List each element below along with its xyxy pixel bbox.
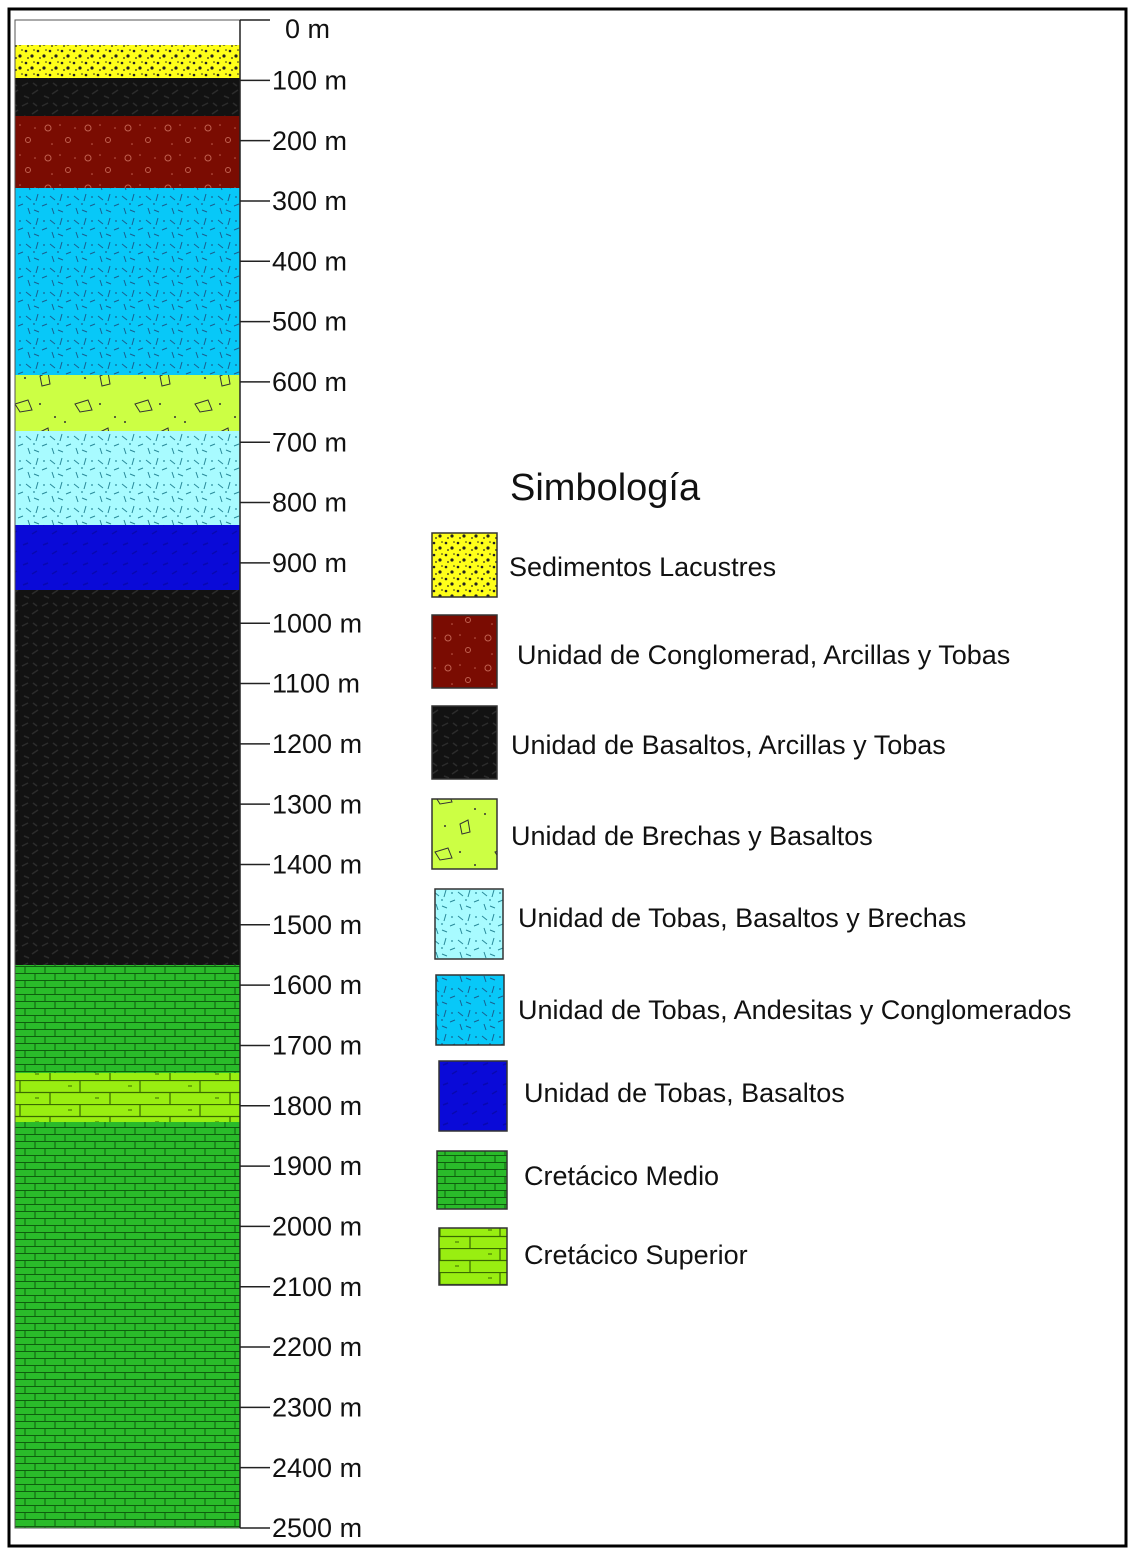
layer	[15, 965, 240, 1073]
layer	[15, 116, 240, 188]
legend-swatch	[437, 1151, 507, 1209]
layer	[15, 20, 240, 45]
stratigraphic-column: Simbología 0 m 100 m 200 m 300 m 400 m 500 m 6…	[0, 0, 1129, 1549]
legend-swatch	[439, 1228, 507, 1285]
legend-label: Unidad de Conglomerad, Arcillas y Tobas	[517, 640, 1010, 670]
depth-label: 2000 m	[272, 1212, 362, 1242]
depth-label: 400 m	[272, 246, 347, 276]
legend-swatch	[432, 706, 497, 779]
legend-swatch	[432, 615, 497, 688]
legend-label: Unidad de Tobas, Basaltos	[524, 1078, 845, 1108]
depth-label: 1200 m	[272, 729, 362, 759]
depth-label: 1900 m	[272, 1151, 362, 1181]
layer	[15, 188, 240, 375]
column	[15, 20, 240, 1528]
layer	[15, 45, 240, 78]
layer	[15, 1073, 240, 1122]
depth-label: 1000 m	[272, 608, 362, 638]
depth-label: 1400 m	[272, 850, 362, 880]
depth-label: 900 m	[272, 548, 347, 578]
depth-label: 2500 m	[272, 1513, 362, 1543]
depth-label: 200 m	[272, 126, 347, 156]
layer	[15, 78, 240, 116]
legend-swatch	[432, 799, 497, 869]
depth-label: 100 m	[272, 65, 347, 95]
depth-label: 1100 m	[272, 669, 360, 699]
legend-label: Unidad de Tobas, Basaltos y Brechas	[518, 903, 966, 933]
depth-label: 500 m	[272, 307, 347, 337]
legend-label: Cretácico Superior	[524, 1240, 748, 1270]
depth-label: 800 m	[272, 488, 347, 518]
layer	[15, 525, 240, 590]
depth-label: 2100 m	[272, 1272, 362, 1302]
depth-label: 2200 m	[272, 1332, 362, 1362]
legend-swatch	[435, 889, 503, 959]
depth-label: 1800 m	[272, 1091, 362, 1121]
depth-label: 2400 m	[272, 1453, 362, 1483]
layer	[15, 431, 240, 525]
legend-label: Unidad de Basaltos, Arcillas y Tobas	[511, 730, 946, 760]
legend-swatch	[439, 1061, 507, 1131]
depth-label: 1500 m	[272, 910, 362, 940]
depth-label: 300 m	[272, 186, 347, 216]
depth-label: 1600 m	[272, 970, 362, 1000]
legend-label: Unidad de Brechas y Basaltos	[511, 821, 873, 851]
layer	[15, 375, 240, 431]
layer	[15, 590, 240, 965]
legend-title: Simbología	[510, 467, 701, 509]
legend-swatch	[432, 533, 497, 597]
layer	[15, 1122, 240, 1528]
depth-label: 2300 m	[272, 1392, 362, 1422]
legend-swatch	[436, 975, 504, 1045]
depth-label: 700 m	[272, 427, 347, 457]
depth-label: 1300 m	[272, 789, 362, 819]
page: Simbología 0 m 100 m 200 m 300 m 400 m 500 m 6…	[0, 0, 1129, 1554]
legend-label: Sedimentos Lacustres	[509, 552, 776, 582]
depth-label: 1700 m	[272, 1031, 362, 1061]
legend-label: Unidad de Tobas, Andesitas y Conglomerad…	[518, 995, 1071, 1025]
depth-label: 0 m	[285, 14, 330, 44]
legend-label: Cretácico Medio	[524, 1161, 719, 1191]
depth-label: 600 m	[272, 367, 347, 397]
